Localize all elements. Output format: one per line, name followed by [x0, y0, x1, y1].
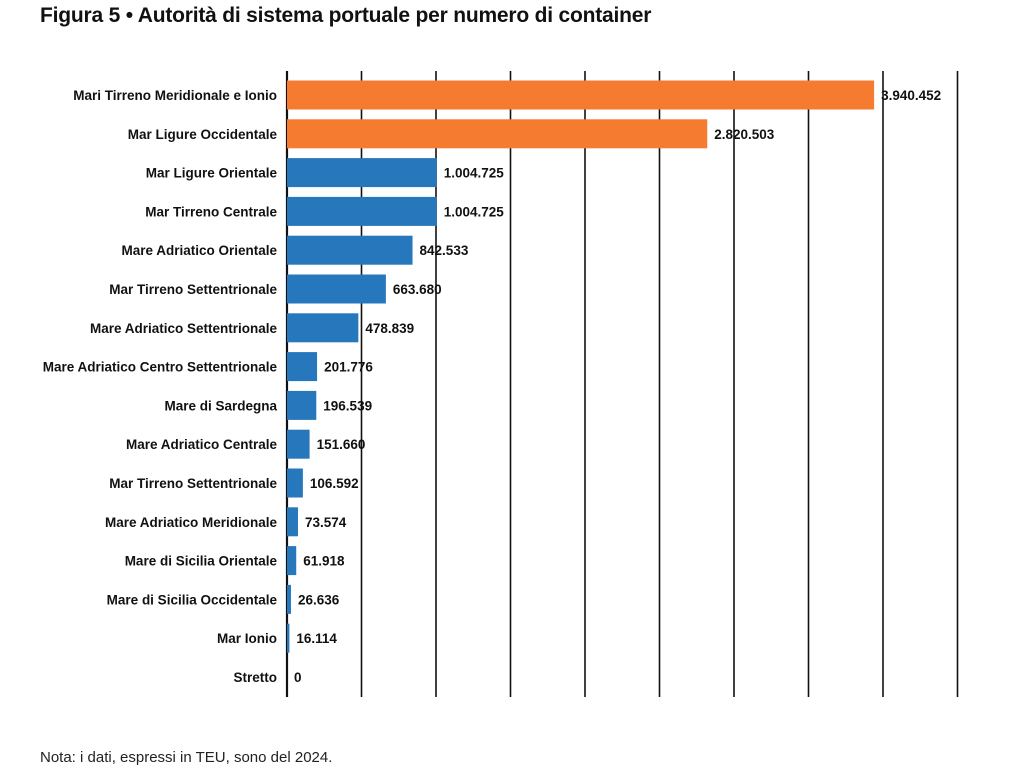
bar: [287, 274, 386, 304]
bar: [287, 390, 317, 420]
category-label: Mare Adriatico Meridionale: [105, 515, 278, 530]
bar: [287, 352, 318, 382]
category-label: Mare di Sicilia Occidentale: [107, 592, 278, 607]
bars: [287, 80, 875, 653]
bar: [287, 158, 437, 188]
category-label: Stretto: [234, 670, 278, 685]
value-label: 61.918: [303, 554, 345, 569]
bar: [287, 507, 298, 537]
value-label: 842.533: [420, 243, 469, 258]
bar: [287, 584, 291, 614]
category-label: Mar Ligure Occidentale: [128, 127, 278, 142]
value-label: 0: [294, 670, 302, 685]
bar: [287, 196, 437, 226]
footnote: Nota: i dati, espressi in TEU, sono del …: [40, 749, 333, 766]
value-label: 663.680: [393, 282, 442, 297]
value-label: 478.839: [365, 321, 414, 336]
category-labels: Mari Tirreno Meridionale e Ionio Mar Ligu…: [43, 88, 278, 685]
bar: [287, 80, 875, 110]
category-label: Mar Tirreno Settentrionale: [109, 476, 277, 491]
category-label: Mare di Sicilia Orientale: [125, 554, 278, 569]
category-label: Mare Adriatico Settentrionale: [90, 321, 278, 336]
bar-chart: Mari Tirreno Meridionale e Ionio Mar Ligu…: [43, 71, 959, 697]
bar: [287, 429, 310, 459]
bar: [287, 623, 290, 653]
value-label: 201.776: [324, 360, 373, 375]
bar: [287, 546, 297, 576]
category-label: Mare Adriatico Centrale: [126, 437, 278, 452]
gridlines: [285, 71, 959, 697]
category-label: Mare di Sardegna: [164, 398, 277, 413]
value-label: 196.539: [323, 398, 372, 413]
value-label: 1.004.725: [444, 204, 505, 219]
category-label: Mari Tirreno Meridionale e Ionio: [73, 88, 277, 103]
value-label: 151.660: [317, 437, 366, 452]
category-label: Mar Tirreno Settentrionale: [109, 282, 277, 297]
value-label: 26.636: [298, 592, 340, 607]
value-label: 2.820.503: [714, 127, 775, 142]
bar: [287, 119, 708, 149]
bar: [287, 468, 303, 498]
value-label: 1.004.725: [444, 166, 505, 181]
value-label: 73.574: [305, 515, 347, 530]
value-label: 106.592: [310, 476, 359, 491]
category-label: Mar Ionio: [217, 631, 277, 646]
chart-title: Figura 5 • Autorità di sistema portuale …: [40, 4, 652, 27]
bar: [287, 235, 413, 265]
category-label: Mare Adriatico Orientale: [121, 243, 277, 258]
category-label: Mar Ligure Orientale: [146, 166, 278, 181]
category-label: Mar Tirreno Centrale: [145, 204, 277, 219]
category-label: Mare Adriatico Centro Settentrionale: [43, 360, 278, 375]
value-label: 16.114: [296, 631, 337, 646]
value-label: 3.940.452: [881, 88, 941, 103]
value-labels: 3.940.452 2.820.503 1.004.725 1.004.725 842.…: [294, 88, 941, 685]
bar: [287, 313, 359, 343]
